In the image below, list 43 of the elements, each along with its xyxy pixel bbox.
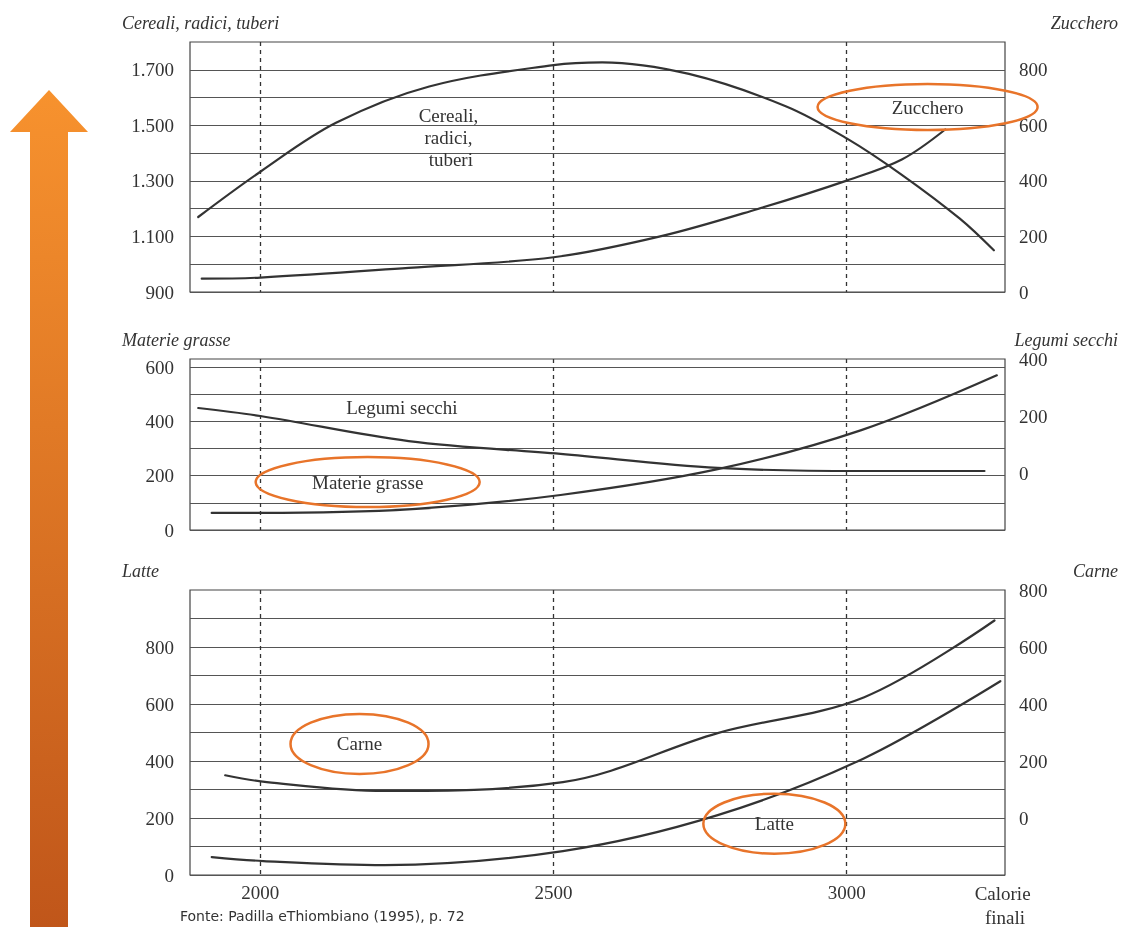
- y-tick-label: 600: [145, 693, 174, 715]
- y2-tick-label: 600: [1019, 114, 1048, 136]
- series-label: Cereali, radici, tuberi: [418, 104, 483, 170]
- y2-tick-label: 400: [1019, 170, 1048, 192]
- x-axis-title: Calorie finali: [974, 882, 1036, 927]
- x-tick-label: 3000: [827, 882, 866, 903]
- y2-axis-title: Carne: [1073, 561, 1119, 581]
- series-label: Legumi secchi: [346, 397, 458, 419]
- y-tick-label: 800: [145, 636, 174, 658]
- y2-tick-label: 200: [1019, 750, 1048, 772]
- y2-tick-label: 400: [1019, 693, 1048, 715]
- series-label: Carne: [336, 733, 383, 755]
- y-tick-label: 900: [145, 281, 174, 303]
- x-tick-label: 2000: [241, 882, 280, 903]
- y-tick-label: 200: [145, 807, 174, 829]
- y-tick-label: 400: [145, 410, 174, 432]
- y-tick-label: 1.700: [131, 59, 174, 81]
- y2-axis-title: Legumi secchi: [1013, 330, 1118, 350]
- series-label: Latte: [754, 813, 794, 835]
- y-axis-title: Materie grasse: [121, 330, 231, 350]
- source-note: Fonte: Padilla eThiombiano (1995), p. 72: [180, 908, 465, 924]
- series-label: Materie grasse: [312, 471, 424, 493]
- y-tick-label: 400: [145, 750, 174, 772]
- y-tick-label: 0: [164, 519, 174, 541]
- y2-tick-label: 200: [1019, 405, 1048, 427]
- y2-tick-label: 800: [1019, 59, 1048, 81]
- y2-tick-label: 200: [1019, 225, 1048, 247]
- y2-tick-label: 0: [1019, 807, 1029, 829]
- x-tick-label: 2500: [534, 882, 573, 903]
- y-tick-label: 1.100: [131, 225, 174, 247]
- series-label: Zucchero: [891, 96, 964, 118]
- y-tick-label: 1.300: [131, 170, 174, 192]
- y2-tick-label: 0: [1019, 462, 1029, 484]
- y-tick-label: 0: [164, 864, 174, 886]
- y-axis-title: Cereali, radici, tuberi: [122, 13, 280, 33]
- y-axis-title: Latte: [121, 561, 160, 581]
- y2-tick-label: 0: [1019, 281, 1029, 303]
- y2-tick-label: 600: [1019, 636, 1048, 658]
- y-tick-label: 200: [145, 465, 174, 487]
- y-tick-label: 1.500: [131, 114, 174, 136]
- y-tick-label: 600: [145, 356, 174, 378]
- y2-tick-label: 800: [1019, 579, 1048, 601]
- y2-axis-title: Zucchero: [1050, 13, 1118, 33]
